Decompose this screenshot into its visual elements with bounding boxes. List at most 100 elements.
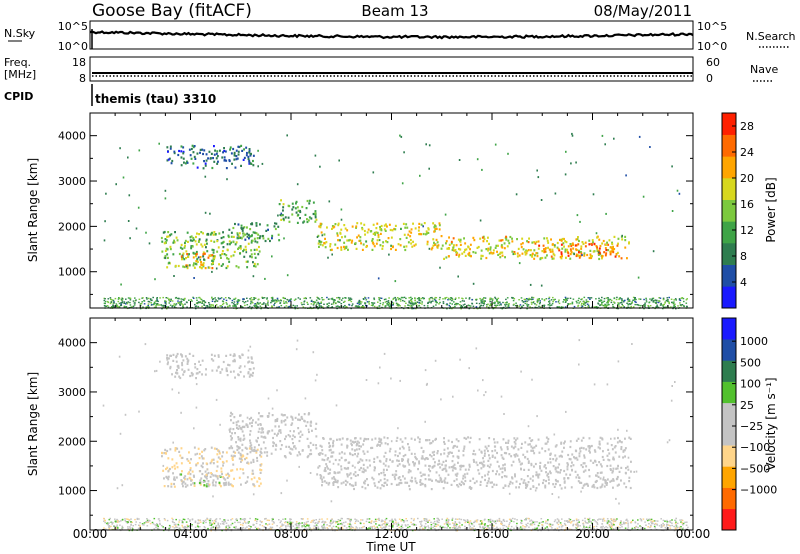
scatter-cell <box>560 524 563 526</box>
scatter-cell <box>339 528 341 530</box>
scatter-cell <box>504 256 506 259</box>
scatter-cell <box>237 300 240 302</box>
scatter-cell <box>330 519 332 521</box>
scatter-cell <box>142 297 144 299</box>
scatter-cell <box>656 520 659 522</box>
scatter-cell <box>292 525 295 527</box>
scatter-cell <box>593 519 595 521</box>
scatter-cell <box>499 527 502 530</box>
scatter-cell <box>276 300 278 303</box>
scatter-cell <box>666 525 668 527</box>
scatter-cell <box>225 483 227 486</box>
scatter-cell <box>310 528 313 530</box>
scatter-cell <box>227 519 229 521</box>
scatter-cell <box>388 253 390 256</box>
scatter-cell <box>489 524 492 526</box>
scatter-cell <box>341 523 344 526</box>
scatter-cell <box>325 241 328 244</box>
scatter-cell <box>501 467 504 470</box>
scatter-cell <box>510 520 513 522</box>
scatter-cell <box>379 228 382 231</box>
scatter-cell <box>501 239 504 242</box>
scatter-cell <box>298 418 301 421</box>
scatter-cell <box>169 248 172 251</box>
scatter-cell <box>425 520 428 523</box>
scatter-cell <box>624 455 626 458</box>
scatter-cell <box>495 244 498 247</box>
scatter-cell <box>256 248 258 251</box>
scatter-cell <box>308 199 311 202</box>
scatter-cell <box>581 302 583 305</box>
scatter-cell <box>383 523 385 525</box>
scatter-cell <box>432 522 435 524</box>
scatter-cell <box>161 525 163 527</box>
scatter-cell <box>555 480 558 483</box>
scatter-cell <box>590 444 593 448</box>
scatter-cell <box>284 518 287 520</box>
scatter-cell <box>373 521 375 523</box>
scatter-cell <box>317 527 320 530</box>
scatter-cell <box>245 260 248 263</box>
scatter-cell <box>294 527 296 529</box>
scatter-cell <box>212 249 215 252</box>
scatter-cell <box>554 459 557 462</box>
scatter-cell <box>437 524 440 526</box>
scatter-cell <box>326 303 328 306</box>
scatter-cell <box>459 301 462 303</box>
scatter-cell <box>340 218 343 221</box>
scatter-cell <box>324 237 326 240</box>
scatter-cell <box>484 523 486 525</box>
scatter-cell <box>123 301 126 303</box>
scatter-cell <box>239 452 242 455</box>
scatter-cell <box>504 305 507 307</box>
scatter-cell <box>273 432 276 435</box>
scatter-cell <box>388 223 391 226</box>
scatter-cell <box>563 299 565 301</box>
scatter-cell <box>386 241 389 244</box>
scatter-cell <box>474 251 477 254</box>
scatter-cell <box>246 151 248 155</box>
scatter-cell <box>501 522 503 524</box>
scatter-cell <box>479 480 482 483</box>
scatter-cell <box>664 301 667 303</box>
scatter-cell <box>473 239 476 242</box>
scatter-cell <box>301 526 303 528</box>
scatter-cell <box>650 521 652 523</box>
scatter-cell <box>560 243 563 246</box>
scatter-cell <box>200 263 203 266</box>
scatter-cell <box>427 520 429 522</box>
scatter-cell <box>371 248 374 251</box>
scatter-cell <box>129 301 131 304</box>
scatter-cell <box>285 525 287 527</box>
scatter-cell <box>294 307 297 310</box>
scatter-cell <box>583 296 586 299</box>
scatter-cell <box>668 296 670 299</box>
station-title: Goose Bay (fitACF) <box>92 1 252 21</box>
scatter-cell <box>575 526 577 529</box>
scatter-cell <box>220 470 223 473</box>
scatter-cell <box>303 524 305 526</box>
scatter-cell <box>526 308 528 310</box>
scatter-cell <box>463 251 466 254</box>
scatter-cell <box>351 239 354 242</box>
scatter-cell <box>307 444 310 448</box>
scatter-cell <box>535 304 538 306</box>
scatter-cell <box>468 522 471 524</box>
scatter-cell <box>585 526 588 528</box>
scatter-cell <box>323 469 326 472</box>
scatter-cell <box>543 248 545 251</box>
scatter-cell <box>387 301 390 304</box>
scatter-cell <box>418 232 421 236</box>
scatter-cell <box>250 416 253 419</box>
scatter-cell <box>198 233 200 236</box>
scatter-cell <box>363 452 366 455</box>
scatter-cell <box>240 523 242 526</box>
scatter-cell <box>214 297 216 299</box>
scatter-cell <box>652 520 655 522</box>
scatter-cell <box>646 518 648 520</box>
scatter-cell <box>337 523 340 525</box>
scatter-cell <box>237 521 239 524</box>
scatter-cell <box>442 487 445 490</box>
scatter-cell <box>263 297 266 299</box>
scatter-cell <box>612 305 614 308</box>
